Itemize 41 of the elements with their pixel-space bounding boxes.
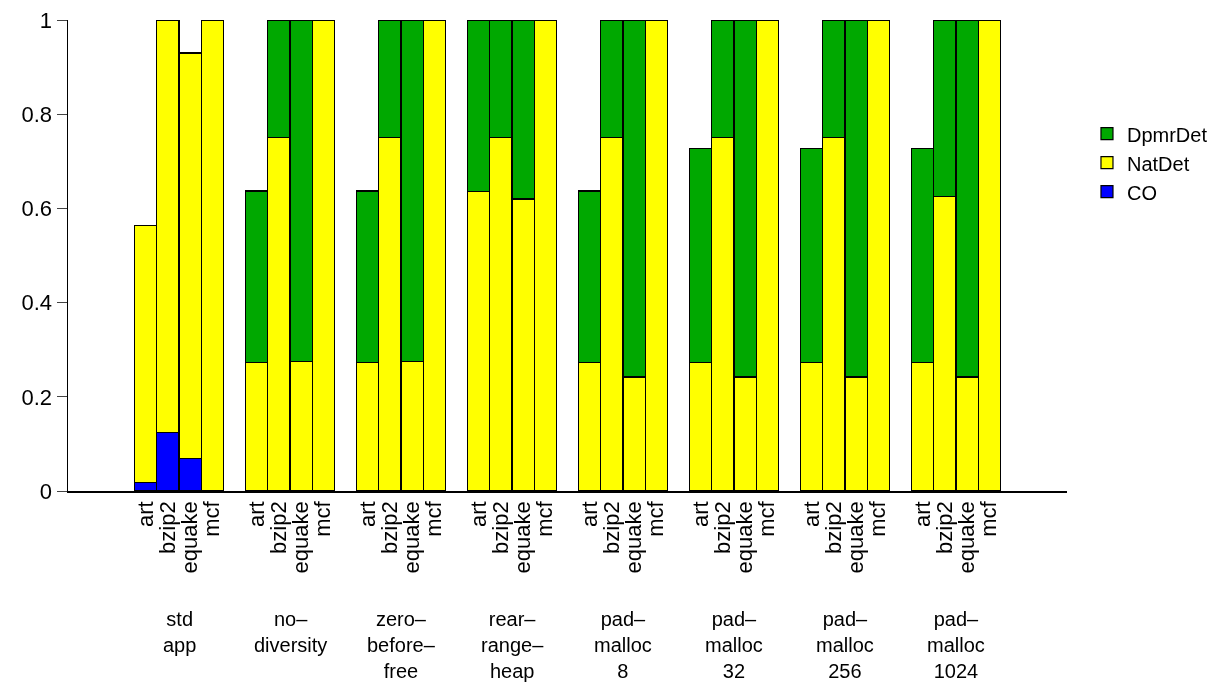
y-tick-label: 1: [39, 7, 53, 33]
text: pad– malloc 1024: [927, 608, 985, 682]
x-tick-label: art: [798, 501, 824, 527]
x-tick-label: bzip2: [932, 501, 958, 554]
x-tick-label: mcf: [865, 500, 891, 537]
x-tick-label: bzip2: [599, 501, 625, 554]
x-tick-label: art: [132, 501, 158, 527]
x-tick-label: art: [354, 501, 380, 527]
x-tick-label: mcf: [310, 500, 336, 537]
text: pad– malloc 32: [705, 608, 763, 682]
text: rear– range– heap: [481, 608, 545, 682]
y-tick-label: 0: [39, 478, 53, 504]
x-tick-label: mcf: [199, 500, 225, 537]
legend-label: NatDet: [1126, 152, 1190, 175]
text: pad– malloc 256: [816, 608, 874, 682]
x-tick-label: art: [687, 501, 713, 527]
x-tick-label: art: [576, 501, 602, 527]
x-tick-label: bzip2: [155, 501, 181, 554]
y-tick-label: 0.8: [21, 101, 53, 127]
legend-label: CO: [1126, 181, 1157, 204]
legend-label: DpmrDet: [1126, 123, 1208, 146]
y-tick-label: 0.4: [21, 290, 53, 316]
x-tick-label: bzip2: [821, 501, 847, 554]
text: no– diversity: [254, 608, 328, 656]
x-tick-label: bzip2: [710, 501, 736, 554]
x-tick-label: mcf: [976, 500, 1002, 537]
x-tick-label: art: [465, 501, 491, 527]
x-tick-label: mcf: [532, 500, 558, 537]
text: std app: [163, 608, 197, 656]
x-tick-label: art: [243, 501, 269, 527]
y-tick-label: 0.6: [21, 196, 53, 222]
x-tick-label: mcf: [643, 500, 669, 537]
y-tick-label: 0.2: [21, 384, 53, 410]
text: pad– malloc 8: [594, 608, 652, 682]
x-tick-label: art: [909, 501, 935, 527]
x-tick-label: bzip2: [377, 501, 403, 554]
x-tick-label: bzip2: [488, 501, 514, 554]
x-tick-label: bzip2: [266, 501, 292, 554]
x-tick-label: mcf: [754, 500, 780, 537]
text: zero– before– free: [367, 608, 436, 682]
x-tick-label: mcf: [421, 500, 447, 537]
